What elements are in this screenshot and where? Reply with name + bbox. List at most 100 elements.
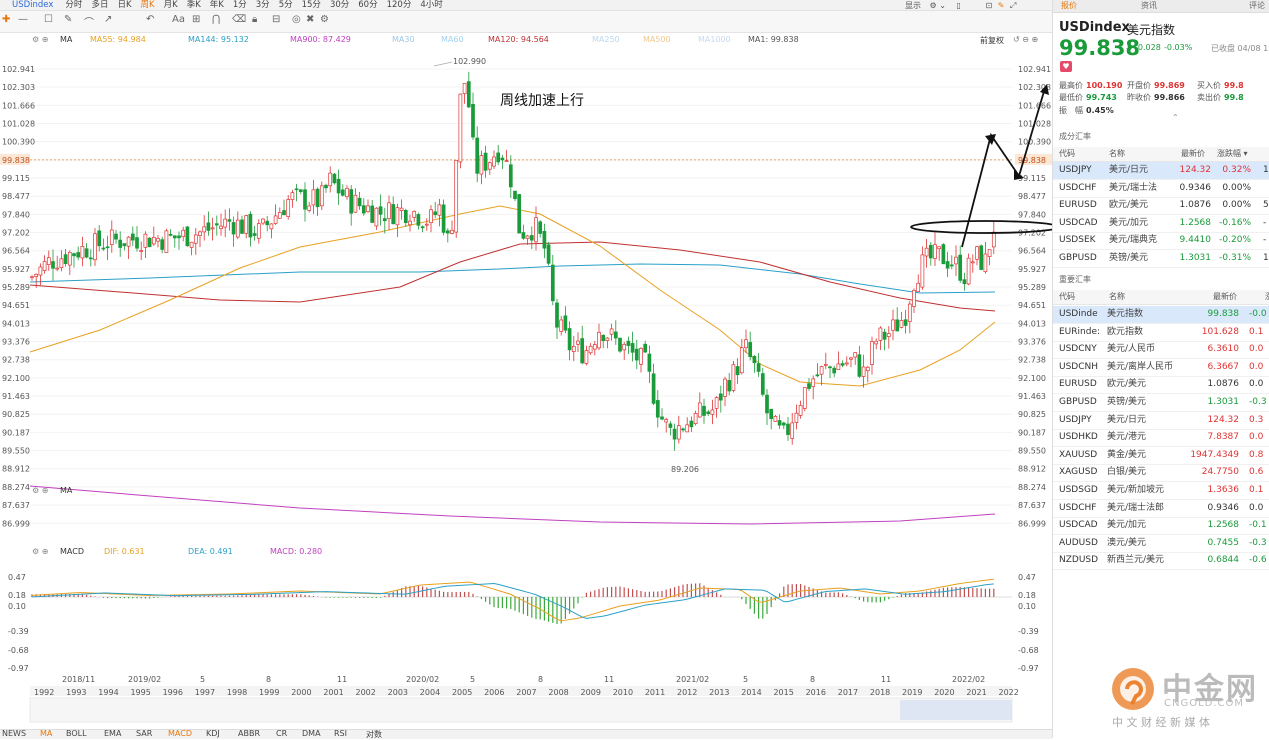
table-header-cell[interactable]: 最新价 — [1213, 292, 1237, 301]
expand-icon[interactable]: ⤢ — [1009, 1, 1017, 10]
indicator-tab-BOLL[interactable]: BOLL — [66, 729, 87, 738]
period-3分[interactable]: 3分 — [255, 0, 270, 10]
table-header-cell[interactable]: 最新价 — [1181, 149, 1205, 158]
timeline-scroller[interactable] — [29, 697, 1013, 723]
period-季K[interactable]: 季K — [186, 0, 201, 10]
undo-icon[interactable]: ↶ — [146, 14, 155, 25]
indicator-tab-SAR[interactable]: SAR — [136, 729, 153, 738]
row-tail: 1 — [1263, 165, 1269, 175]
price-chart[interactable]: 102.941 102.941 102.303 102.303 101.666 101.6… — [0, 0, 1052, 729]
table-row[interactable]: USDCHF 美元/瑞士法郎 0.9346 0.0 — [1053, 500, 1269, 518]
settings-icon[interactable]: ⚙ — [320, 14, 329, 25]
indicator-tab-CR[interactable]: CR — [276, 729, 288, 738]
period-1分[interactable]: 1分 — [232, 0, 247, 10]
table-row[interactable]: USDCAD 美元/加元 1.2568 -0.16% - — [1053, 215, 1269, 233]
panel-tab-0[interactable]: 报价 — [1061, 1, 1077, 10]
indicator-tab-KDJ[interactable]: KDJ — [206, 729, 220, 738]
period-60分[interactable]: 60分 — [358, 0, 378, 10]
indicator-tab-MA[interactable]: MA — [40, 729, 53, 738]
indicator-tab-EMA[interactable]: EMA — [104, 729, 122, 738]
candle-body — [164, 230, 169, 253]
period-周K[interactable]: 周K — [140, 0, 155, 10]
table-row[interactable]: AUDUSD 澳元/美元 0.7455 -0.3 — [1053, 535, 1269, 553]
crosshair-icon[interactable]: ✚ — [2, 14, 11, 25]
camera-icon[interactable]: ⊡ — [985, 1, 993, 10]
measure-tool-icon[interactable]: ⌒ — [84, 18, 94, 29]
eraser-icon[interactable]: ⌫ — [232, 14, 247, 25]
panel-tab-1[interactable]: 资讯 — [1141, 1, 1157, 10]
table-row[interactable]: USDinde 美元指数 99.838 -0.0 — [1053, 306, 1269, 324]
table-row[interactable]: EURinde: 欧元指数 101.628 0.1 — [1053, 324, 1269, 342]
rect-tool-icon[interactable]: ☐ — [44, 14, 53, 25]
indicator-tab-ABBR[interactable]: ABBR — [238, 729, 261, 738]
table-row[interactable]: USDHKD 美元/港元 7.8387 0.0 — [1053, 429, 1269, 448]
table-header-cell[interactable]: 涨 — [1265, 290, 1269, 304]
ruler-icon[interactable]: ⊟ — [272, 14, 281, 25]
favorite-icon[interactable]: ♥ — [1060, 61, 1072, 72]
pen-icon[interactable]: ✎ — [997, 1, 1005, 10]
text-tool-icon[interactable]: Aa — [172, 14, 185, 25]
table-row[interactable]: EURUSD 欧元/美元 1.0876 0.0 — [1053, 376, 1269, 395]
lock-icon[interactable]: 🔒︎ — [252, 14, 258, 25]
table-row[interactable]: XAUUSD 黄金/美元 1947.4349 0.8 — [1053, 447, 1269, 465]
indicator-tab-DMA[interactable]: DMA — [302, 729, 321, 738]
indicator-tab-RSI[interactable]: RSI — [334, 729, 347, 738]
table-row[interactable]: GBPUSD 英镑/美元 1.3031 -0.3 — [1053, 394, 1269, 412]
fib-tool-icon[interactable]: ⊞ — [192, 14, 201, 25]
table-row[interactable]: USDCAD 美元/加元 1.2568 -0.1 — [1053, 517, 1269, 536]
ma-settings-icon[interactable]: ⚙ ⊕ — [32, 35, 49, 44]
table-row[interactable]: USDCNH 美元/离岸人民币 6.3667 0.0 — [1053, 359, 1269, 377]
indicator-tab-NEWS[interactable]: NEWS — [2, 729, 27, 738]
adjust-label[interactable]: 前复权 — [980, 36, 1004, 45]
period-5分[interactable]: 5分 — [278, 0, 293, 10]
ma2-settings-icon[interactable]: ⚙ ⊕ — [32, 486, 49, 495]
window-icon[interactable]: ▯ — [956, 1, 961, 10]
line-tool-icon[interactable]: — — [18, 14, 28, 25]
candle-body — [424, 223, 429, 226]
drawn-ellipse[interactable] — [910, 220, 1052, 234]
indicator-tab-对数[interactable]: 对数 — [366, 730, 382, 739]
drawn-trend-arrow[interactable] — [961, 87, 1046, 248]
arrow-tool-icon[interactable]: ↗ — [104, 14, 113, 25]
period-月K[interactable]: 月K — [163, 0, 178, 10]
period-120分[interactable]: 120分 — [386, 0, 412, 10]
period-4小时[interactable]: 4小时 — [420, 0, 443, 10]
period-年K[interactable]: 年K — [209, 0, 224, 10]
symbol-label[interactable]: USDindex — [12, 0, 54, 10]
period-多日[interactable]: 多日 — [91, 0, 109, 10]
table-row[interactable]: XAGUSD 白银/美元 24.7750 0.6 — [1053, 464, 1269, 483]
panel-tab-2[interactable]: 评论 — [1249, 1, 1265, 10]
collapse-icon[interactable]: ⌃ — [1172, 113, 1179, 122]
table-header-cell[interactable]: 涨跌幅 ▾ — [1217, 149, 1248, 158]
table-row[interactable]: GBPUSD 英镑/美元 1.3031 -0.31% 1 — [1053, 250, 1269, 268]
settings-icon[interactable]: ⚙ ⌄ — [929, 1, 946, 10]
table-row[interactable]: USDSEK 美元/瑞典克 9.4410 -0.20% - — [1053, 232, 1269, 251]
table-row[interactable]: USDJPY 美元/日元 124.32 0.32% 1 — [1053, 162, 1269, 180]
magnet-icon[interactable]: ⋂ — [212, 14, 221, 25]
table-row[interactable]: USDCNY 美元/人民币 6.3610 0.0 — [1053, 341, 1269, 360]
table-header-cell[interactable]: 名称 — [1109, 149, 1125, 158]
watermark-url: CNGOLD.COM — [1164, 698, 1245, 709]
display-menu[interactable]: 显示 — [905, 1, 921, 10]
table-header-cell[interactable]: 名称 — [1109, 292, 1125, 301]
table-row[interactable]: USDCHF 美元/瑞士法 0.9346 0.00% — [1053, 180, 1269, 198]
chart-nav-icons[interactable]: ↺ ⊖ ⊕ — [1013, 35, 1039, 44]
macd-settings-icon[interactable]: ⚙ ⊕ — [32, 547, 49, 556]
table-row[interactable]: USDSGD 美元/新加坡元 1.3636 0.1 — [1053, 482, 1269, 500]
period-30分[interactable]: 30分 — [329, 0, 350, 10]
period-分时[interactable]: 分时 — [65, 0, 83, 10]
timeline-scroll-window[interactable] — [900, 700, 1012, 720]
period-15分[interactable]: 15分 — [301, 0, 321, 10]
table-header-cell[interactable]: 代码 — [1059, 292, 1075, 301]
time-label-year: 1998 — [227, 688, 247, 697]
table-row[interactable]: NZDUSD 新西兰元/美元 0.6844 -0.6 — [1053, 552, 1269, 571]
table-row[interactable]: EURUSD 欧元/美元 1.0876 0.00% 5 — [1053, 197, 1269, 216]
table-row[interactable]: USDJPY 美元/日元 124.32 0.3 — [1053, 412, 1269, 430]
indicator-tab-MACD[interactable]: MACD — [168, 729, 192, 738]
delete-icon[interactable]: ✖ — [306, 14, 315, 25]
period-日K[interactable]: 日K — [117, 0, 132, 10]
row-pct: 0.6 — [1249, 467, 1264, 478]
eye-icon[interactable]: ◎ — [292, 14, 301, 25]
brush-tool-icon[interactable]: ✎ — [64, 14, 73, 25]
table-header-cell[interactable]: 代码 — [1059, 149, 1075, 158]
